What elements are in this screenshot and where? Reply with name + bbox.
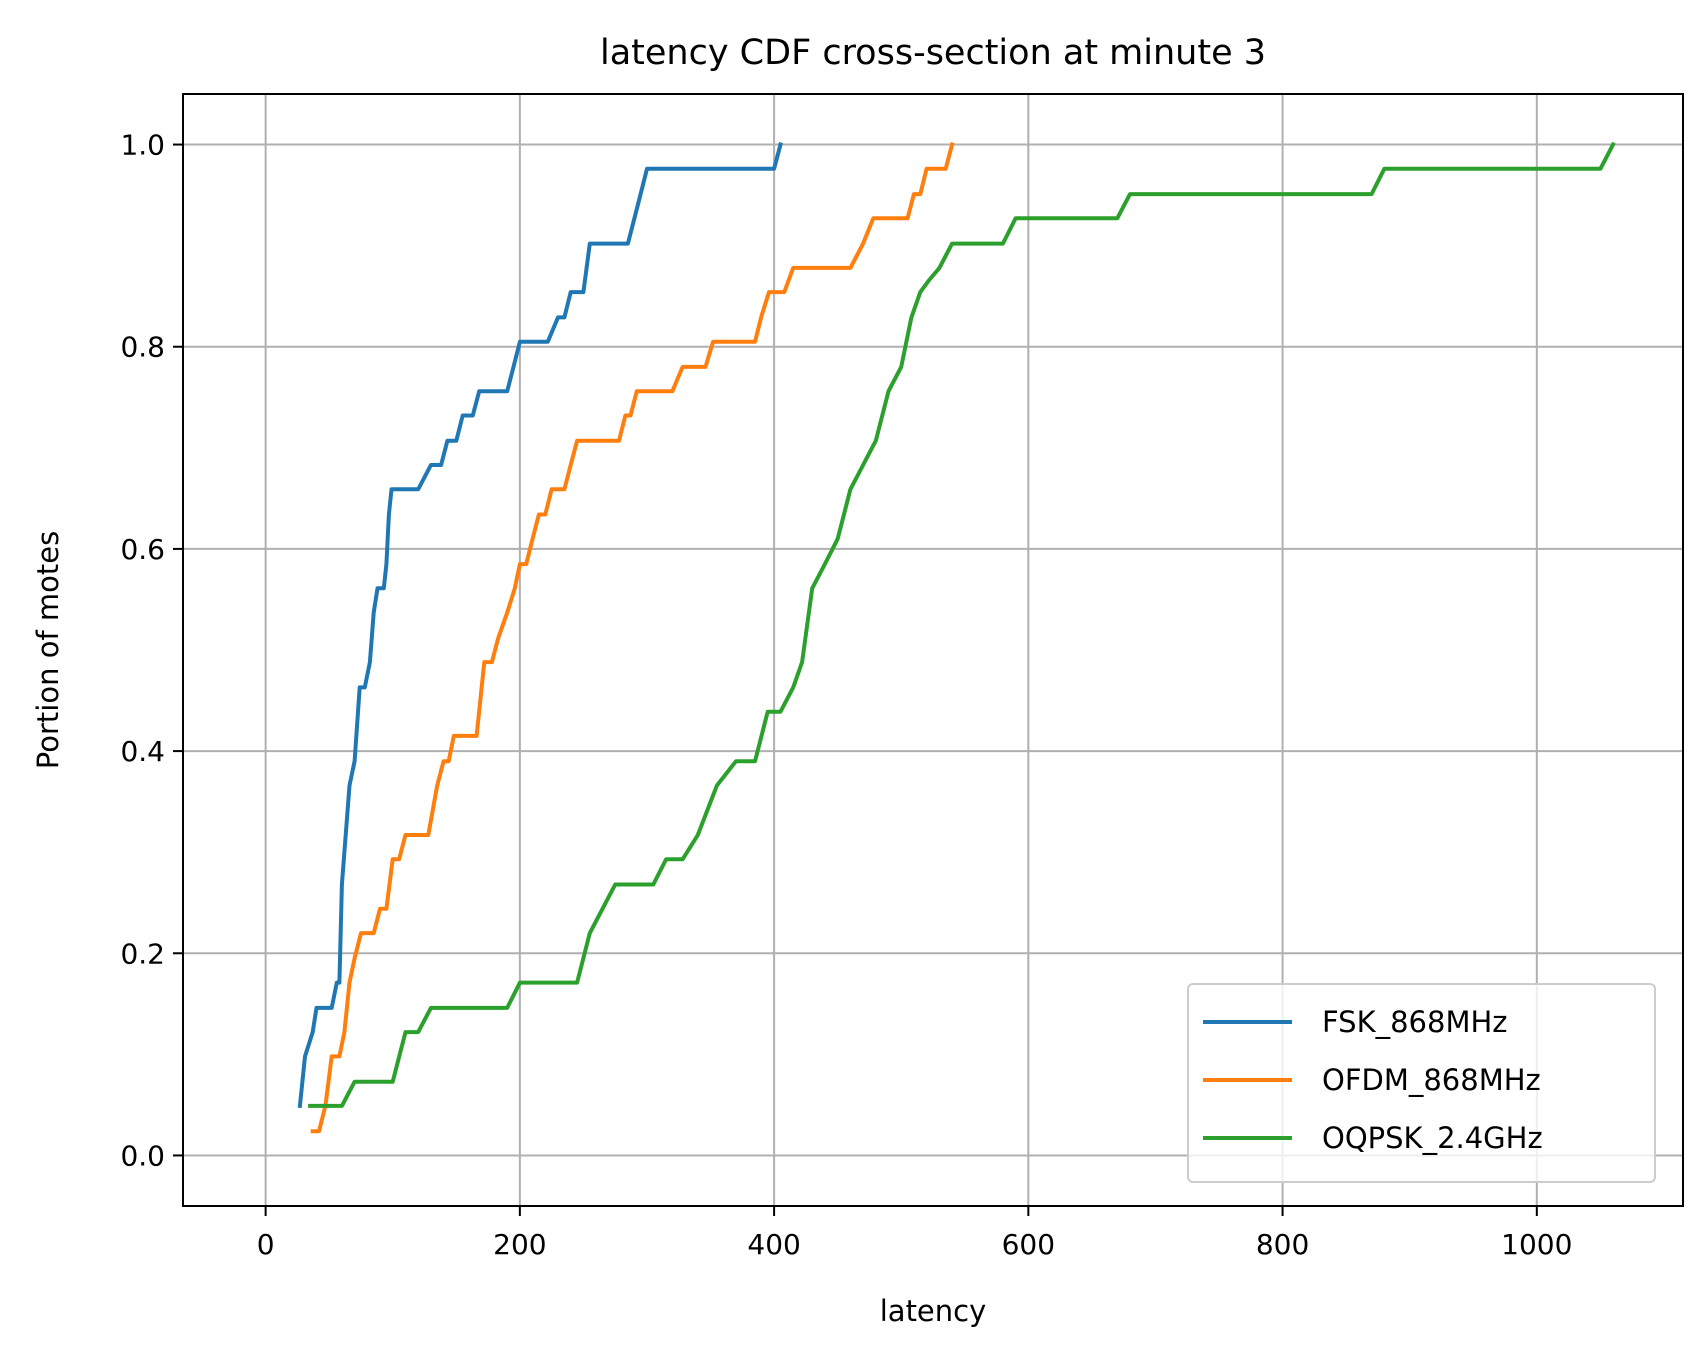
x-tick-label: 200 [493, 1228, 546, 1261]
series-line-1 [310, 142, 955, 1134]
x-tick-label: 0 [257, 1228, 275, 1261]
legend-label-0: FSK_868MHz [1322, 1005, 1508, 1039]
y-tick-label: 0.0 [120, 1139, 165, 1172]
x-tick-label: 800 [1256, 1228, 1309, 1261]
plot-lines [297, 141, 1616, 1134]
y-tick-label: 0.4 [120, 735, 165, 768]
plot-area-frame [182, 93, 1684, 1207]
x-axis-ticks: 0 200 400 600 800 1000 [257, 1206, 1572, 1261]
series-line-0 [297, 142, 783, 1109]
legend-box [1187, 983, 1656, 1183]
legend: FSK_868MHz OFDM_868MHz OQPSK_2.4GHz [1187, 983, 1656, 1183]
y-tick-label: 0.8 [120, 331, 165, 364]
chart-title: latency CDF cross-section at minute 3 [600, 33, 1266, 73]
y-tick-label: 1.0 [120, 129, 165, 162]
y-axis-label: Portion of motes [31, 531, 65, 769]
x-tick-label: 400 [747, 1228, 800, 1261]
legend-label-1: OFDM_868MHz [1322, 1063, 1541, 1097]
y-axis-ticks: 0.0 0.2 0.4 0.6 0.8 1.0 [120, 129, 183, 1172]
x-tick-label: 600 [1002, 1228, 1055, 1261]
x-tick-label: 1000 [1501, 1228, 1572, 1261]
series-line-2 [308, 141, 1616, 1108]
y-tick-label: 0.6 [120, 533, 165, 566]
x-axis-label: latency [880, 1294, 987, 1328]
y-tick-label: 0.2 [120, 937, 165, 970]
legend-label-2: OQPSK_2.4GHz [1322, 1121, 1543, 1155]
grid [183, 94, 1683, 1206]
